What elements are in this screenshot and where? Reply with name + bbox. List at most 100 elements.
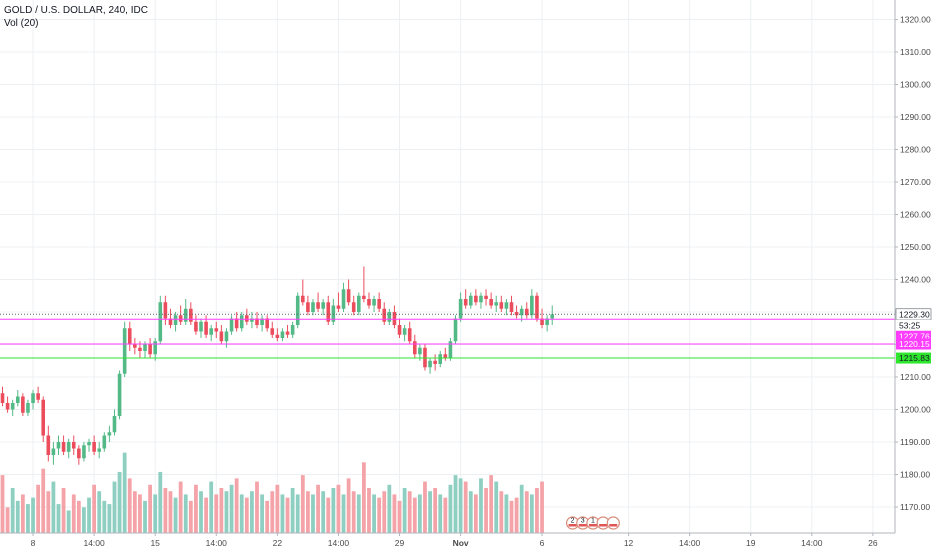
volume-bar: [204, 497, 208, 533]
candle: [214, 321, 219, 338]
candle-body: [250, 318, 254, 322]
volume-bar: [412, 497, 417, 533]
candle: [443, 347, 448, 361]
grid-lines: [0, 0, 895, 533]
candle: [46, 425, 51, 462]
candle: [397, 318, 402, 338]
volume-bar: [87, 497, 91, 533]
candle-body: [117, 373, 122, 416]
price-label-text: 1229.30: [899, 309, 930, 319]
candle-body: [148, 344, 152, 355]
candle: [423, 344, 427, 371]
candle: [260, 315, 264, 332]
candle-body: [189, 308, 193, 322]
candle-body: [102, 435, 107, 449]
volume-bar: [443, 497, 448, 533]
event-marker-label: 3: [581, 518, 585, 525]
price-tick-label: 1270.00: [900, 177, 931, 187]
price-label-box: [896, 338, 931, 350]
price-tick-label: 1210.00: [900, 372, 931, 382]
volume-bar: [250, 491, 254, 533]
volume-bar: [158, 471, 163, 533]
candle-body: [5, 403, 10, 410]
candle-body: [550, 314, 555, 319]
candle: [239, 312, 244, 332]
candle: [122, 321, 127, 377]
volume-bar: [397, 500, 402, 533]
candle-body: [341, 289, 346, 309]
volume-bar: [66, 510, 71, 533]
time-tick-label: 14:00: [206, 538, 228, 548]
candle: [41, 396, 46, 442]
candle-body: [331, 305, 336, 322]
volume-bar: [463, 481, 468, 533]
volume-indicator-label[interactable]: Vol (20): [4, 18, 39, 29]
candle: [265, 315, 269, 332]
volume-bar: [265, 500, 270, 533]
time-tick-label: 26: [868, 538, 878, 548]
volume-bar: [173, 497, 178, 533]
candle: [189, 302, 193, 325]
candle-body: [92, 442, 96, 452]
candle: [341, 282, 346, 312]
candle: [199, 318, 203, 338]
candle-body: [336, 305, 341, 309]
candle: [535, 292, 539, 322]
candle-body: [504, 302, 509, 309]
volume-bar: [178, 481, 183, 533]
volume-bars: [0, 452, 544, 533]
candle: [66, 438, 71, 459]
chart-title[interactable]: GOLD / U.S. DOLLAR, 240, IDC: [4, 5, 148, 16]
candle-body: [133, 344, 137, 348]
candle-body: [402, 328, 407, 335]
price-tick-label: 1180.00: [900, 470, 930, 480]
candle: [524, 302, 529, 319]
candle: [102, 432, 107, 452]
volume-bar: [489, 475, 494, 533]
candle-body: [41, 399, 46, 436]
candle: [382, 302, 387, 325]
event-marker-label: 1: [591, 518, 595, 525]
volume-bar: [479, 478, 483, 533]
volume-bar: [153, 494, 158, 533]
volume-bar: [107, 504, 112, 533]
candle-body: [280, 331, 285, 338]
candle: [530, 289, 534, 319]
candle: [0, 386, 5, 407]
time-tick-label: 22: [273, 538, 283, 548]
volume-bar: [367, 488, 371, 533]
candle-body: [484, 295, 488, 299]
candle-body: [377, 299, 381, 309]
candle-body: [545, 318, 549, 325]
candle: [148, 338, 152, 358]
candle: [351, 295, 356, 316]
price-label-text: 1215.83: [899, 353, 930, 363]
volume-bar: [387, 484, 392, 533]
candle-body: [31, 393, 35, 403]
volume-bar: [46, 491, 51, 533]
candle-body: [214, 328, 219, 332]
candle-body: [463, 299, 468, 306]
candle-body: [21, 396, 25, 413]
volume-bar: [509, 500, 514, 533]
candle-body: [423, 347, 427, 368]
candle-body: [382, 308, 387, 322]
volume-bar: [535, 488, 539, 533]
candle-body: [122, 328, 127, 374]
price-tick-label: 1260.00: [900, 210, 931, 220]
candle: [71, 435, 76, 455]
candle: [448, 338, 453, 361]
candle-body: [229, 318, 234, 332]
candle: [540, 308, 544, 329]
candle: [280, 328, 285, 342]
volume-bar: [346, 478, 351, 533]
candle: [367, 292, 371, 309]
candle-body: [397, 325, 402, 335]
candle: [173, 312, 178, 332]
volume-bar: [306, 491, 310, 533]
volume-bar: [433, 488, 438, 533]
candle-body: [362, 295, 366, 299]
candle: [362, 266, 366, 303]
